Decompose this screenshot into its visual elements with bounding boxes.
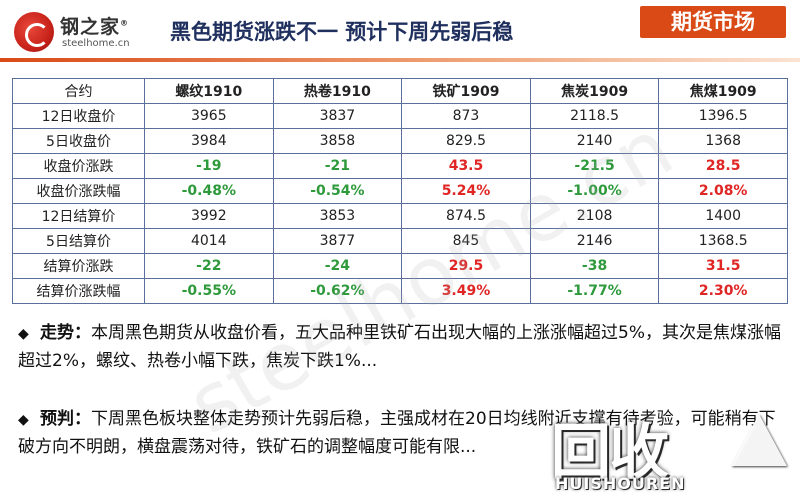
table-cell: -22	[144, 253, 274, 279]
table-cell: 1396.5	[658, 103, 788, 129]
table-cell: 43.5	[401, 153, 531, 179]
watermark-cn-text: 回收	[551, 418, 669, 488]
table-cell: -21	[272, 153, 403, 179]
row-label: 12日收盘价	[12, 103, 145, 129]
table-cell: 4014	[144, 228, 274, 254]
table-row: 5日收盘价 3984 3858 829.5 2140 1368	[12, 128, 788, 154]
table-cell: -0.48%	[144, 178, 274, 204]
logo-name: 钢之家®	[60, 16, 130, 38]
row-label: 收盘价涨跌	[12, 153, 145, 179]
table-cell: 1368.5	[658, 228, 788, 254]
table-body: 12日收盘价 3965 3837 873 2118.5 1396.5 5日收盘价 3984 38…	[12, 103, 788, 304]
table-cell: 3853	[272, 203, 403, 229]
table-row: 结算价涨跌幅 -0.55% -0.62% 3.49% -1.77% 2.30%	[12, 278, 788, 304]
table-cell: 874.5	[401, 203, 531, 229]
table-row: 收盘价涨跌幅 -0.48% -0.54% 5.24% -1.00% 2.08%	[12, 178, 788, 204]
table-cell: 1368	[658, 128, 788, 154]
row-label: 12日结算价	[12, 203, 145, 229]
table-cell: 2140	[529, 128, 660, 154]
table-row: 收盘价涨跌 -19 -21 43.5 -21.5 28.5	[12, 153, 788, 179]
diamond-bullet-icon: ◆	[18, 412, 29, 428]
table-cell: 829.5	[401, 128, 531, 154]
watermark-logo-icon	[731, 414, 787, 466]
table-row: 结算价涨跌 -22 -24 29.5 -38 31.5	[12, 253, 788, 279]
header: 钢之家® steelhome.cn 黑色期货涨跌不一 预计下周先弱后稳 期货市场	[0, 0, 800, 62]
page-title: 黑色期货涨跌不一 预计下周先弱后稳	[170, 20, 514, 44]
watermark-en-text: HUISHOUREN	[555, 474, 686, 493]
table-cell: -0.55%	[144, 278, 274, 304]
forecast-text: 下周黑色板块整体走势预计先弱后稳，主强成材在20日均线附近支撑有待考验，可能稍有…	[18, 409, 776, 457]
table-cell: 3.49%	[401, 278, 531, 304]
steelhome-logo-icon	[14, 12, 54, 52]
table-row: 5日结算价 4014 3877 845 2146 1368.5	[12, 228, 788, 254]
futures-table: 合约 螺纹1910 热卷1910 铁矿1909 焦炭1909 焦煤1909 12…	[12, 78, 788, 304]
table-cell: 1400	[658, 203, 788, 229]
table-cell: 2108	[529, 203, 660, 229]
header-divider	[0, 58, 800, 62]
column-header: 合约	[12, 78, 145, 104]
table-cell: 31.5	[658, 253, 788, 279]
table-cell: -19	[144, 153, 274, 179]
table-cell: 873	[401, 103, 531, 129]
table-cell: -0.62%	[272, 278, 403, 304]
table-cell: 2.30%	[658, 278, 788, 304]
table-cell: -38	[529, 253, 660, 279]
forecast-lead: 预判：	[40, 409, 91, 429]
table-cell: 2146	[529, 228, 660, 254]
table-cell: 2.08%	[658, 178, 788, 204]
column-header: 螺纹1910	[144, 78, 274, 104]
table-cell: -21.5	[529, 153, 660, 179]
table-cell: 5.24%	[401, 178, 531, 204]
table-cell: 3837	[272, 103, 403, 129]
row-label: 结算价涨跌幅	[12, 278, 145, 304]
table-cell: 3858	[272, 128, 403, 154]
column-header: 热卷1910	[272, 78, 403, 104]
row-label: 收盘价涨跌幅	[12, 178, 145, 204]
table-cell: 845	[401, 228, 531, 254]
steelhome-logo[interactable]: 钢之家® steelhome.cn	[14, 10, 174, 54]
table-cell: 2118.5	[529, 103, 660, 129]
huishouren-watermark: 回收 HUISHOUREN	[551, 404, 791, 496]
table-cell: 3877	[272, 228, 403, 254]
row-label: 5日结算价	[12, 228, 145, 254]
column-header: 焦炭1909	[529, 78, 660, 104]
table-cell: 28.5	[658, 153, 788, 179]
table-cell: 29.5	[401, 253, 531, 279]
forecast-paragraph: ◆ 预判：下周黑色板块整体走势预计先弱后稳，主强成材在20日均线附近支撑有待考验，…	[18, 406, 788, 461]
table-row: 12日结算价 3992 3853 874.5 2108 1400	[12, 203, 788, 229]
table-cell: -1.00%	[529, 178, 660, 204]
table-cell: 3965	[144, 103, 274, 129]
row-label: 5日收盘价	[12, 128, 145, 154]
table-cell: 3992	[144, 203, 274, 229]
table-cell: -0.54%	[272, 178, 403, 204]
trend-text: 本周黑色期货从收盘价看，五大品种里铁矿石出现大幅的上涨涨幅超过5%，其次是焦煤涨…	[18, 323, 781, 371]
section-badge: 期货市场	[640, 6, 786, 38]
table-cell: -1.77%	[529, 278, 660, 304]
table-header-row: 合约 螺纹1910 热卷1910 铁矿1909 焦炭1909 焦煤1909	[12, 78, 788, 104]
trend-paragraph: ◆ 走势：本周黑色期货从收盘价看，五大品种里铁矿石出现大幅的上涨涨幅超过5%，其次…	[18, 320, 788, 375]
row-label: 结算价涨跌	[12, 253, 145, 279]
futures-table-container: 合约 螺纹1910 热卷1910 铁矿1909 焦炭1909 焦煤1909 12…	[12, 78, 788, 304]
trend-lead: 走势：	[40, 323, 91, 343]
logo-domain: steelhome.cn	[62, 38, 130, 49]
column-header: 焦煤1909	[658, 78, 788, 104]
diamond-bullet-icon: ◆	[18, 326, 29, 342]
column-header: 铁矿1909	[401, 78, 531, 104]
table-cell: 3984	[144, 128, 274, 154]
table-cell: -24	[272, 253, 403, 279]
table-row: 12日收盘价 3965 3837 873 2118.5 1396.5	[12, 103, 788, 129]
